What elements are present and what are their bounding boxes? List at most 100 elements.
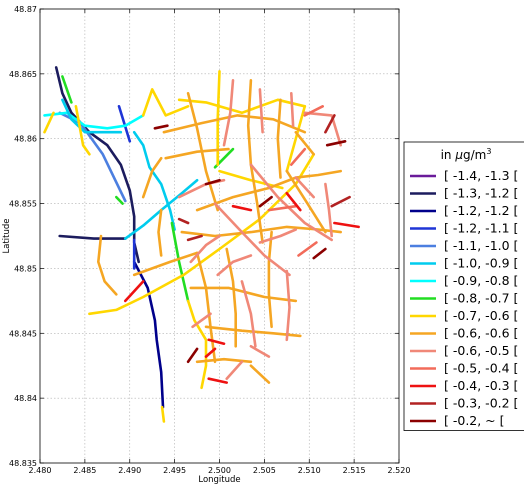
street-segment [153, 124, 169, 130]
street-segment [54, 66, 140, 264]
legend-entry-label: [ -1.2, -1.2 [ [444, 203, 518, 218]
street-segment [115, 195, 124, 205]
street-segment [170, 221, 190, 303]
street-segment [249, 163, 333, 242]
x-tick-label: 2.480 [29, 466, 52, 475]
street-segment [177, 98, 307, 115]
street-segment [195, 251, 217, 364]
legend-entry-label: [ -1.4, -1.3 [ [444, 168, 518, 183]
axis-ticks: 2.480 2.485 2.490 2.495 2.500 2.505 2.510 2.515… [9, 5, 410, 475]
street-segment [218, 169, 284, 190]
legend-entry-label: [ -0.7, -0.6 [ [444, 308, 518, 323]
legend-entry-label: [ -0.8, -0.7 [ [444, 291, 518, 306]
legend: in μg/m3 [ -1.4, -1.3 [ [ -1.3, -1.2 [ [ -… [403, 141, 524, 431]
y-tick-label: 48.85 [14, 264, 37, 273]
x-tick-label: 2.485 [73, 466, 96, 475]
legend-entry-label: [ -0.9, -0.8 [ [444, 273, 518, 288]
street-segment [303, 105, 324, 117]
legend-box [403, 141, 524, 431]
x-tick-label: 2.520 [388, 466, 411, 475]
street-segment [249, 364, 271, 384]
street-segment [312, 247, 327, 260]
legend-entry-label: [ -0.6, -0.6 [ [444, 326, 518, 341]
y-axis-label: Latitude [2, 219, 12, 254]
x-tick-label: 2.515 [343, 466, 366, 475]
street-segment [258, 195, 273, 208]
street-segment [43, 111, 145, 130]
street-segment [285, 191, 302, 212]
street-segment [297, 241, 318, 257]
street-segment [189, 234, 221, 264]
street-segment [132, 251, 199, 277]
x-tick-label: 2.490 [118, 466, 141, 475]
street-segment [141, 88, 190, 117]
street-segment [285, 269, 291, 342]
street-segment [117, 105, 132, 143]
street-segment [132, 260, 165, 409]
legend-entry-label: [ -0.2, ~ [ [444, 413, 505, 428]
street-segment [132, 130, 176, 231]
street-segment [267, 204, 298, 212]
street-segment [222, 79, 235, 147]
street-segment [285, 105, 307, 173]
y-tick-label: 48.87 [14, 5, 37, 14]
street-segment [285, 169, 327, 234]
street-segment [61, 75, 73, 104]
street-segment [294, 176, 315, 199]
street-segment [204, 347, 217, 358]
street-segment [160, 405, 166, 423]
street-segment [325, 140, 347, 147]
street-segment [207, 338, 226, 345]
street-segment [324, 182, 333, 238]
y-tick-label: 48.86 [14, 135, 37, 144]
street-segment [324, 114, 336, 134]
y-tick-label: 48.845 [9, 329, 37, 338]
street-segment [195, 169, 342, 212]
x-axis-label: Longitude [198, 475, 240, 485]
street-segment [164, 147, 230, 160]
x-tick-label: 2.495 [163, 466, 186, 475]
street-segment [43, 111, 55, 134]
street-segment [124, 280, 145, 303]
street-segment [249, 345, 271, 358]
street-segment [207, 377, 228, 384]
x-tick-label: 2.500 [208, 466, 231, 475]
street-segment [162, 114, 307, 134]
x-tick-label: 2.505 [253, 466, 276, 475]
street-segment [74, 105, 91, 156]
street-segment [240, 280, 257, 348]
y-tick-label: 48.84 [14, 394, 37, 403]
street-segments [43, 66, 360, 423]
street-segment [333, 221, 360, 229]
street-segment [191, 312, 212, 329]
street-segment [290, 147, 307, 166]
y-tick-label: 48.855 [9, 200, 37, 209]
legend-entry-label: [ -0.4, -0.3 [ [444, 378, 518, 393]
legend-entry-label: [ -0.5, -0.4 [ [444, 361, 518, 376]
street-segment [276, 98, 282, 179]
legend-entry-label: [ -1.2, -1.1 [ [444, 221, 518, 236]
legend-entry-label: [ -1.0, -0.9 [ [444, 256, 518, 271]
street-segment [58, 234, 127, 240]
street-segment [186, 92, 219, 212]
legend-entry-label: [ -1.3, -1.2 [ [444, 186, 518, 201]
street-segment [97, 234, 118, 296]
street-segment [186, 299, 208, 390]
legend-entry-label: [ -0.3, -0.2 [ [444, 396, 518, 411]
street-segment [204, 178, 221, 186]
street-segment [157, 208, 163, 257]
street-segment [294, 130, 315, 156]
street-segment [330, 195, 351, 208]
x-tick-label: 2.510 [298, 466, 321, 475]
street-segment [258, 88, 264, 134]
street-segment [231, 204, 253, 212]
street-segment [189, 286, 298, 303]
legend-entry-label: [ -1.1, -1.0 [ [444, 238, 518, 253]
street-segment [258, 228, 298, 244]
street-segment [186, 234, 203, 242]
legend-title: in μg/m3 [441, 147, 492, 162]
street-segment [290, 92, 295, 127]
street-segment [61, 98, 123, 134]
street-segment [186, 347, 199, 364]
street-segment [213, 202, 291, 277]
